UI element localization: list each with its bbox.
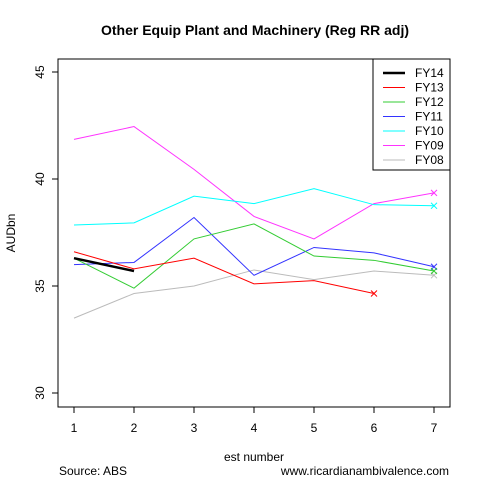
end-marker-fy10 (430, 202, 438, 210)
legend-label-fy10: FY10 (415, 124, 444, 138)
series-layer (73, 126, 438, 319)
end-marker-fy13 (370, 290, 378, 297)
website-credit: www.ricardianambivalence.com (280, 464, 449, 478)
y-tick-label: 35 (33, 279, 47, 293)
legend-label-fy13: FY13 (415, 81, 444, 95)
legend-box (372, 58, 451, 171)
x-tick-label: 6 (371, 421, 378, 435)
x-axis: 1 2 3 4 5 6 7 (71, 407, 438, 435)
legend-label-fy08: FY08 (415, 153, 444, 167)
x-axis-label: est number (224, 450, 284, 464)
chart-title: Other Equip Plant and Machinery (Reg RR … (101, 22, 409, 38)
legend-label-fy14: FY14 (415, 66, 444, 80)
legend-label-fy11: FY11 (415, 110, 443, 124)
x-tick-label: 5 (311, 421, 318, 435)
x-tick-label: 1 (71, 421, 78, 435)
y-axis-label: AUDbn (4, 214, 18, 253)
series-line-fy11 (73, 216, 435, 276)
series-line-fy13 (73, 251, 375, 294)
y-axis: 30 35 40 45 (33, 65, 58, 400)
y-tick-label: 30 (33, 386, 47, 400)
end-marker-fy12 (430, 267, 438, 275)
x-tick-label: 7 (431, 421, 438, 435)
series-line-fy09 (73, 126, 435, 240)
x-tick-label: 4 (251, 421, 258, 435)
series-line-fy08 (73, 269, 435, 319)
x-tick-label: 2 (131, 421, 138, 435)
y-tick-label: 40 (33, 172, 47, 186)
series-line-fy12 (73, 223, 435, 289)
legend-label-fy09: FY09 (415, 139, 444, 153)
series-line-fy14 (73, 256, 135, 273)
end-marker-fy09 (430, 189, 438, 197)
series-line-fy10 (73, 188, 435, 226)
legend-label-fy12: FY12 (415, 95, 444, 109)
x-tick-label: 3 (191, 421, 198, 435)
y-tick-label: 45 (33, 65, 47, 79)
source-note: Source: ABS (59, 464, 127, 478)
